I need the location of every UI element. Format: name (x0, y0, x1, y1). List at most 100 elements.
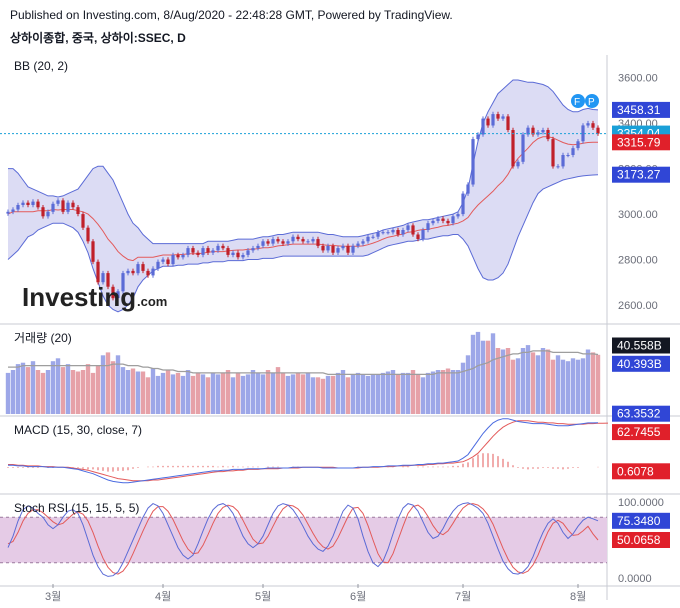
price-badge-text: 3315.79 (617, 135, 661, 149)
volume-bar (470, 334, 476, 414)
volume-pane[interactable] (5, 331, 601, 414)
candle (191, 245, 195, 255)
candle (481, 116, 485, 137)
volume-bar (595, 354, 601, 414)
candle (386, 230, 390, 235)
candle (486, 116, 490, 128)
candle (21, 200, 25, 208)
volume-bar (85, 364, 91, 414)
histogram-badge: 0.6078 (612, 463, 670, 480)
candle-body (491, 114, 495, 126)
volume-bar (455, 370, 461, 414)
candle-body (311, 239, 315, 242)
candle-body (376, 232, 380, 237)
price-badge-bg (612, 101, 670, 118)
x-tick-label: 7월 (455, 590, 471, 603)
candle-body (321, 245, 325, 251)
candle (246, 248, 250, 258)
candle-body (316, 239, 320, 246)
candle-body (421, 230, 425, 240)
candle-body (36, 201, 40, 208)
candle (416, 232, 420, 242)
candle (331, 243, 335, 255)
candle-body (351, 245, 355, 253)
volume-bar (265, 370, 271, 414)
candle (366, 234, 370, 244)
candle-body (196, 252, 200, 255)
macd-indicator-label[interactable]: MACD (15, 30, close, 7) (14, 423, 142, 437)
stoch-band-fill (0, 517, 607, 563)
candle-body (226, 248, 230, 255)
volume-bar (380, 372, 386, 414)
candle (231, 250, 235, 258)
candle (111, 284, 115, 301)
fp-badges[interactable]: F P (571, 94, 599, 108)
volume-bar (245, 374, 251, 414)
candle (116, 289, 120, 301)
volume-bar (420, 377, 426, 414)
volume-bar (300, 374, 306, 414)
x-tick-label: 5월 (255, 590, 271, 603)
candle-body (306, 241, 310, 243)
candle-body (336, 248, 340, 253)
volume-bar (60, 367, 66, 414)
candle-body (151, 268, 155, 276)
candle-body (131, 270, 135, 274)
candle-body (366, 236, 370, 242)
candle-body (56, 200, 60, 204)
volume-bar (415, 374, 421, 414)
volume-bar (460, 362, 466, 414)
publish-info: Published on Investing.com, 8/Aug/2020 -… (10, 8, 453, 22)
candle-body (241, 255, 245, 258)
candle (451, 214, 455, 226)
volume-bar (55, 358, 61, 414)
candle (101, 270, 105, 285)
candle-body (136, 264, 140, 274)
candle (376, 230, 380, 240)
candle (216, 243, 220, 253)
candle (581, 123, 585, 144)
volume-bar (530, 352, 536, 414)
volume-indicator-label[interactable]: 거래량 (20) (14, 331, 72, 345)
volume-bar (345, 377, 351, 414)
candle (196, 250, 200, 258)
candle-body (341, 245, 345, 249)
candle-body (156, 261, 160, 269)
candle (61, 198, 65, 215)
candle (176, 252, 180, 260)
volume-bar (115, 355, 121, 414)
volume-bar (230, 377, 236, 414)
volume-bar (155, 375, 161, 414)
candle-body (436, 218, 440, 221)
candle-body (541, 130, 545, 133)
candle (141, 261, 145, 274)
candle (341, 243, 345, 251)
volume-bar (285, 375, 291, 414)
price-pane[interactable] (0, 79, 607, 313)
macd-pane[interactable] (7, 418, 609, 484)
volume-bar (400, 372, 406, 414)
stoch-rsi-indicator-label[interactable]: Stoch RSI (15, 15, 5, 5) (14, 501, 139, 515)
candle (91, 239, 95, 265)
candle-body (291, 236, 295, 242)
candle (171, 252, 175, 267)
bollinger-basis-line (7, 136, 598, 262)
candle (586, 120, 590, 128)
histogram-badge-text: 0.6078 (617, 464, 654, 478)
bb-indicator-label[interactable]: BB (20, 2) (14, 59, 68, 73)
candle-body (61, 200, 65, 212)
candle-body (46, 211, 50, 217)
volume-bar (70, 370, 76, 414)
candle (181, 252, 185, 260)
candle-body (296, 236, 300, 240)
volume-bar (510, 359, 516, 414)
candle (156, 259, 160, 271)
logo-wordmark: Investing (22, 282, 136, 312)
volume-bar (435, 370, 441, 414)
price-badge: 3315.79 (612, 134, 670, 151)
volume-bar (375, 374, 381, 414)
stoch-tick-label: 0.0000 (618, 573, 652, 585)
candle-body (511, 130, 515, 167)
stoch-rsi-pane[interactable] (0, 502, 607, 577)
